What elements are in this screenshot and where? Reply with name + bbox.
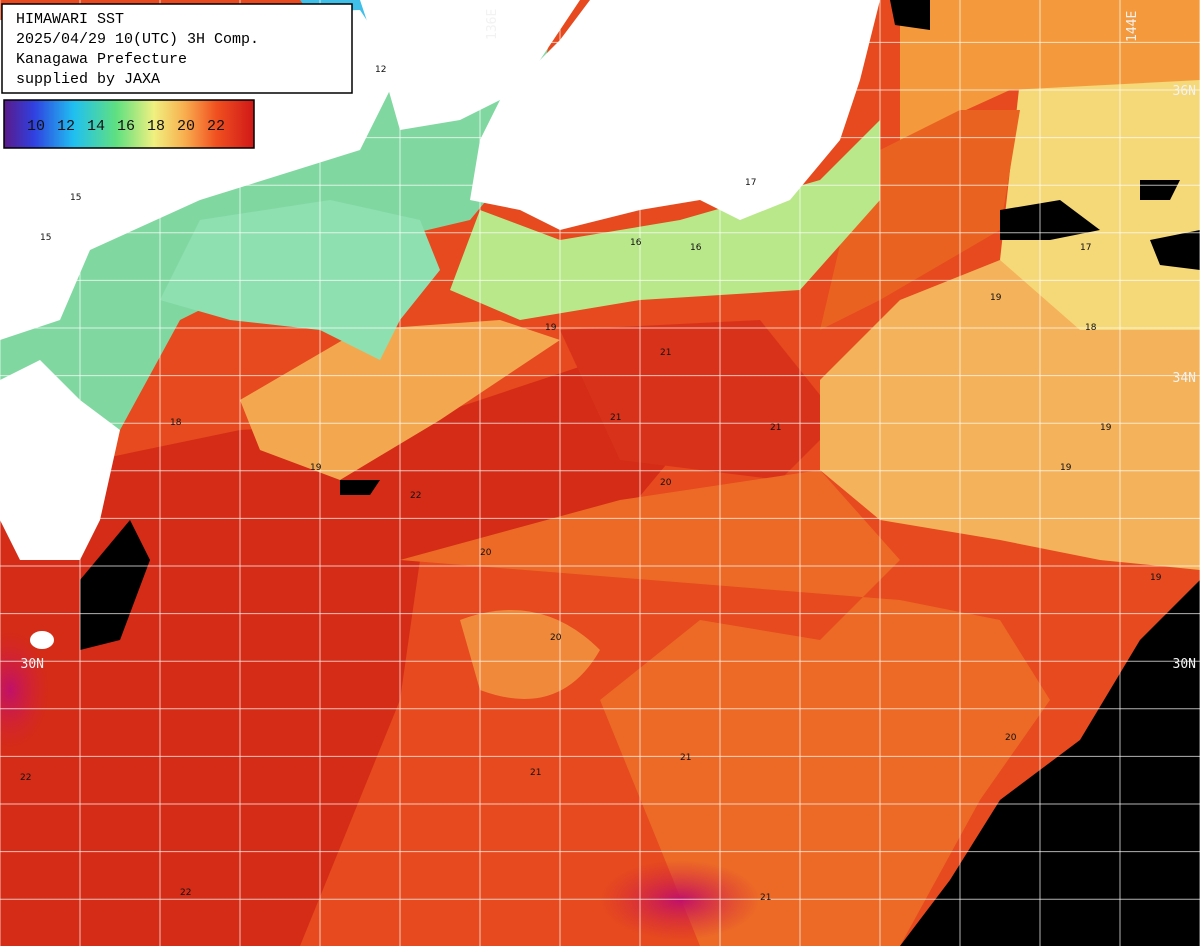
colorbar-label: 14 (87, 118, 105, 135)
contour-label: 19 (545, 323, 557, 333)
contour-label: 19 (1060, 463, 1072, 473)
contour-label: 19 (1100, 423, 1112, 433)
contour-label: 22 (410, 491, 421, 501)
colorbar-label: 12 (57, 118, 75, 135)
contour-label: 19 (1150, 573, 1162, 583)
contour-label: 21 (610, 413, 621, 423)
colorbar-ramp (3, 99, 255, 149)
info-text: HIMAWARI SST 2025/04/29 10(UTC) 3H Comp. K… (16, 11, 259, 88)
contour-label: 22 (20, 773, 31, 783)
contour-label: 22 (180, 888, 191, 898)
colorbar-label: 22 (207, 118, 225, 135)
grid-label: 30N (1173, 657, 1196, 672)
contour-label: 20 (660, 478, 672, 488)
contour-label: 16 (690, 243, 702, 253)
contour-label: 20 (1005, 733, 1017, 743)
contour-label: 21 (530, 768, 541, 778)
colorbar: 10 12 14 16 18 20 22 (3, 99, 255, 149)
contour-label: 21 (770, 423, 781, 433)
colorbar-label: 18 (147, 118, 165, 135)
grid-label: 36N (1173, 84, 1196, 99)
contour-label: 18 (1085, 323, 1097, 333)
info-line: 2025/04/29 10(UTC) 3H Comp. (16, 31, 259, 48)
contour-label: 21 (660, 348, 671, 358)
colorbar-label: 16 (117, 118, 135, 135)
info-box: HIMAWARI SST 2025/04/29 10(UTC) 3H Comp. K… (1, 3, 353, 94)
contour-label: 12 (375, 65, 386, 75)
contour-label: 16 (630, 238, 642, 248)
colorbar-label: 10 (27, 118, 45, 135)
contour-labels: 15 15 12 16 16 17 18 19 19 19 19 20 20 20 21 21 21 21 22 22… (20, 65, 1162, 903)
contour-label: 21 (760, 893, 771, 903)
colorbar-label: 20 (177, 118, 195, 135)
info-box-bg (1, 3, 353, 94)
grid-label: 30N (21, 657, 44, 672)
grid-label: 136E (485, 9, 500, 40)
contour-label: 20 (480, 548, 492, 558)
grid-labels: 36N 34N 30N 30N 144E 136E (21, 9, 1196, 672)
contour-label: 15 (70, 193, 81, 203)
grid-label: 144E (1125, 11, 1140, 42)
info-line: Kanagawa Prefecture (16, 51, 187, 68)
info-line: supplied by JAXA (16, 71, 160, 88)
contour-label: 17 (745, 178, 756, 188)
contour-label: 21 (680, 753, 691, 763)
contour-label: 17 (1080, 243, 1091, 253)
contour-label: 15 (40, 233, 51, 243)
info-line: HIMAWARI SST (16, 11, 124, 28)
contour-label: 18 (170, 418, 182, 428)
grid-label: 34N (1173, 371, 1196, 386)
contour-label: 19 (310, 463, 322, 473)
contour-label: 19 (990, 293, 1002, 303)
contour-label: 20 (550, 633, 562, 643)
